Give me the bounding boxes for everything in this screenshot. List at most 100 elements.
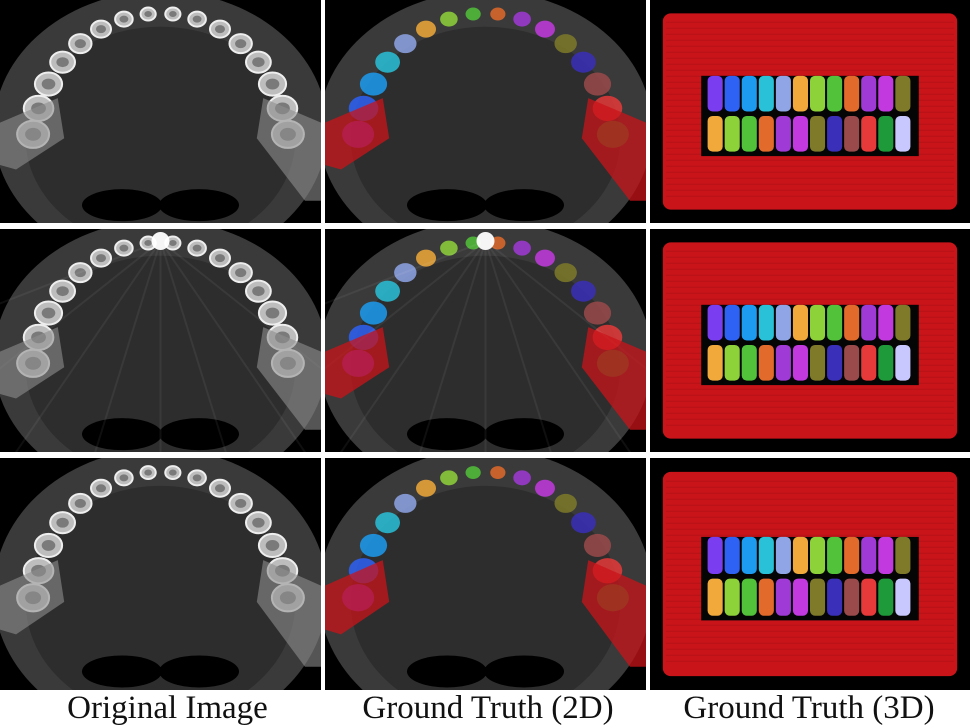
tooth [861, 536, 877, 574]
tooth [440, 11, 458, 27]
tooth [741, 536, 757, 574]
tooth [895, 536, 911, 574]
tooth [187, 469, 207, 487]
tooth [861, 75, 877, 112]
tooth [878, 115, 894, 152]
tooth [844, 304, 860, 341]
tooth [895, 115, 911, 152]
tooth [375, 512, 401, 534]
tooth [257, 532, 288, 558]
tooth [741, 304, 757, 341]
column-label-ground-truth-2d: Ground Truth (2D) [362, 690, 614, 726]
ct-slice-row-3 [0, 458, 321, 690]
tooth [810, 578, 826, 616]
tooth [827, 344, 843, 381]
tooth [707, 115, 723, 152]
tooth [187, 10, 207, 28]
tooth [758, 536, 774, 574]
tooth [741, 344, 757, 381]
tooth [416, 20, 437, 38]
tooth [827, 115, 843, 152]
tooth [878, 578, 894, 616]
tooth [583, 72, 612, 96]
segmentation-2d-row-1 [325, 0, 646, 223]
tooth [440, 470, 458, 486]
tooth [244, 50, 272, 74]
tooth [208, 478, 231, 498]
tooth [775, 115, 791, 152]
tooth [257, 71, 288, 97]
tooth [810, 115, 826, 152]
tooth [741, 578, 757, 616]
tooth [758, 115, 774, 152]
original-image-row-3 [0, 458, 321, 690]
tooth [416, 249, 437, 267]
tooth [583, 533, 612, 557]
tooth [68, 33, 93, 55]
tooth [861, 344, 877, 381]
tooth [775, 304, 791, 341]
tooth [554, 34, 577, 54]
tooth [707, 304, 723, 341]
segmentation-2d-row-3 [325, 458, 646, 690]
tooth [724, 578, 740, 616]
tooth [878, 304, 894, 341]
ct-slice-row-1 [0, 0, 321, 223]
tooth [208, 248, 231, 268]
tooth [792, 75, 808, 112]
tooth [139, 465, 157, 481]
tooth [394, 34, 417, 54]
tooth [534, 20, 555, 38]
tooth [244, 511, 272, 535]
ground-truth-2d-row-2 [325, 229, 646, 452]
tooth [810, 75, 826, 112]
tooth [394, 493, 417, 513]
tooth [49, 50, 77, 74]
tooth [861, 578, 877, 616]
tooth [164, 465, 182, 481]
tooth [724, 75, 740, 112]
tooth [724, 536, 740, 574]
tooth [68, 262, 93, 284]
tooth [878, 75, 894, 112]
tooth [844, 344, 860, 381]
tooth [895, 344, 911, 381]
tooth [114, 469, 134, 487]
tooth [33, 71, 64, 97]
tooth [861, 304, 877, 341]
ct-slice-row-2 [0, 229, 321, 452]
segmentation-2d-row-2 [325, 229, 646, 452]
tooth [139, 6, 157, 22]
tooth [33, 300, 64, 326]
tooth [741, 75, 757, 112]
tooth [895, 75, 911, 112]
tooth [775, 75, 791, 112]
tooth [375, 280, 401, 302]
tooth [827, 75, 843, 112]
column-label-original-image: Original Image [67, 690, 268, 726]
ground-truth-2d-row-3 [325, 458, 646, 690]
tooth [758, 304, 774, 341]
tooth [375, 51, 401, 73]
tooth [49, 279, 77, 303]
tooth [895, 304, 911, 341]
tooth [741, 115, 757, 152]
tooth [792, 578, 808, 616]
tooth [878, 344, 894, 381]
original-image-row-2 [0, 229, 321, 452]
tooth [490, 7, 506, 21]
tooth [114, 239, 134, 257]
tooth [513, 470, 531, 486]
tooth [724, 304, 740, 341]
tooth [49, 511, 77, 535]
figure-grid [0, 0, 970, 690]
ground-truth-3d-row-1 [650, 0, 970, 223]
tooth [827, 578, 843, 616]
ground-truth-2d-row-1 [325, 0, 646, 223]
tooth [758, 75, 774, 112]
tooth [844, 536, 860, 574]
tooth [208, 19, 231, 39]
tooth [359, 533, 388, 557]
tooth [844, 75, 860, 112]
tooth [775, 344, 791, 381]
